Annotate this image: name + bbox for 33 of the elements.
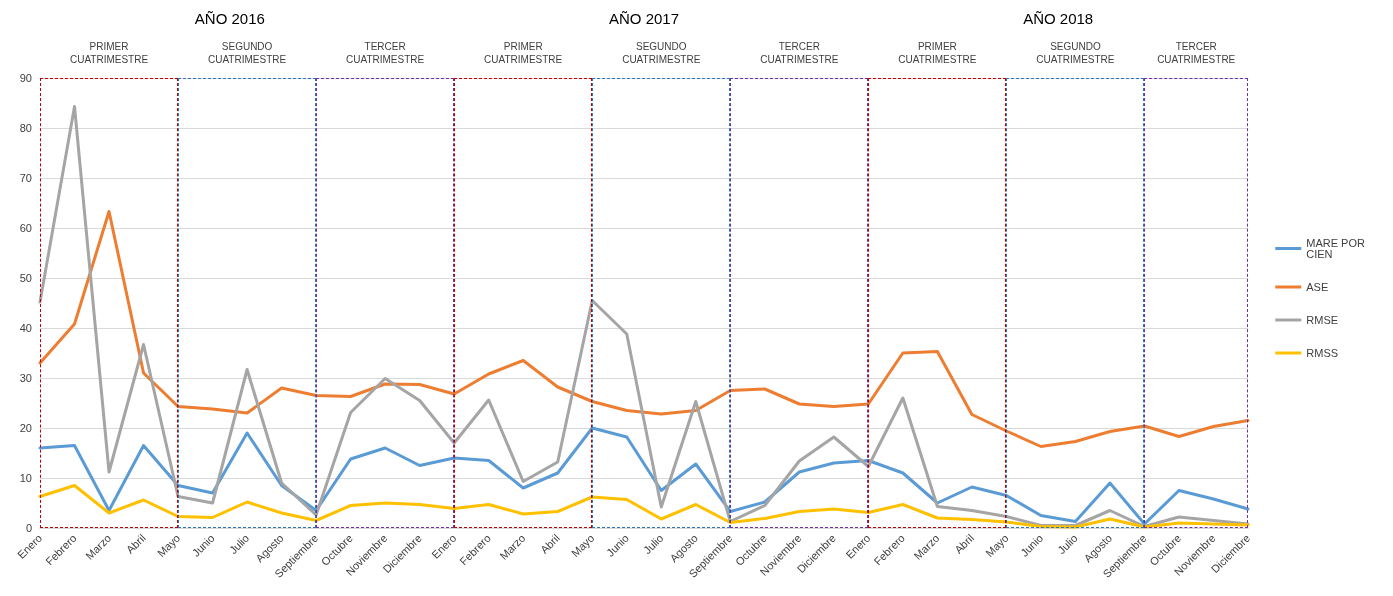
text: AÑO 2016	[194, 10, 265, 27]
text: PRIMER CUATRIMESTRE	[68, 40, 150, 66]
legend-label: ASE	[1306, 281, 1329, 293]
x-tick-label: Julio	[1055, 531, 1080, 557]
text: TERCER CUATRIMESTRE	[759, 40, 840, 66]
text: SEGUNDO CUATRIMESTRE	[207, 40, 288, 66]
line-series	[38, 484, 1250, 529]
line-series	[38, 210, 1250, 448]
y-tick-label: 90	[19, 72, 32, 84]
y-tick-label: 70	[19, 172, 32, 184]
x-tick-label: Julio	[641, 531, 666, 557]
text: AÑO 2017	[608, 10, 680, 27]
y-tick-label: 40	[19, 322, 32, 334]
legend-label: MARE POR CIEN	[1306, 237, 1368, 260]
text: SEGUNDO CUATRIMESTRE	[1035, 40, 1116, 66]
y-tick-label: 30	[19, 372, 32, 384]
legend-label: RMSS	[1306, 347, 1339, 359]
text: TERCER CUATRIMESTRE	[1156, 40, 1237, 66]
y-tick-label: 0	[25, 522, 32, 534]
y-tick-label: 10	[19, 472, 32, 484]
text: PRIMER CUATRIMESTRE	[897, 40, 978, 66]
line-series	[38, 426, 1250, 526]
y-tick-label: 60	[19, 222, 32, 234]
text: AÑO 2018	[1023, 10, 1094, 27]
x-tick-label: Julio	[226, 531, 252, 557]
text: PRIMER CUATRIMESTRE	[483, 40, 564, 66]
line-series	[38, 105, 1250, 528]
y-tick-label: 20	[19, 422, 32, 434]
text: SEGUNDO CUATRIMESTRE	[621, 40, 702, 66]
y-tick-label: 80	[19, 122, 32, 134]
text: TERCER CUATRIMESTRE	[345, 40, 426, 66]
legend-label: RMSE	[1306, 314, 1339, 326]
y-tick-label: 50	[19, 272, 32, 284]
